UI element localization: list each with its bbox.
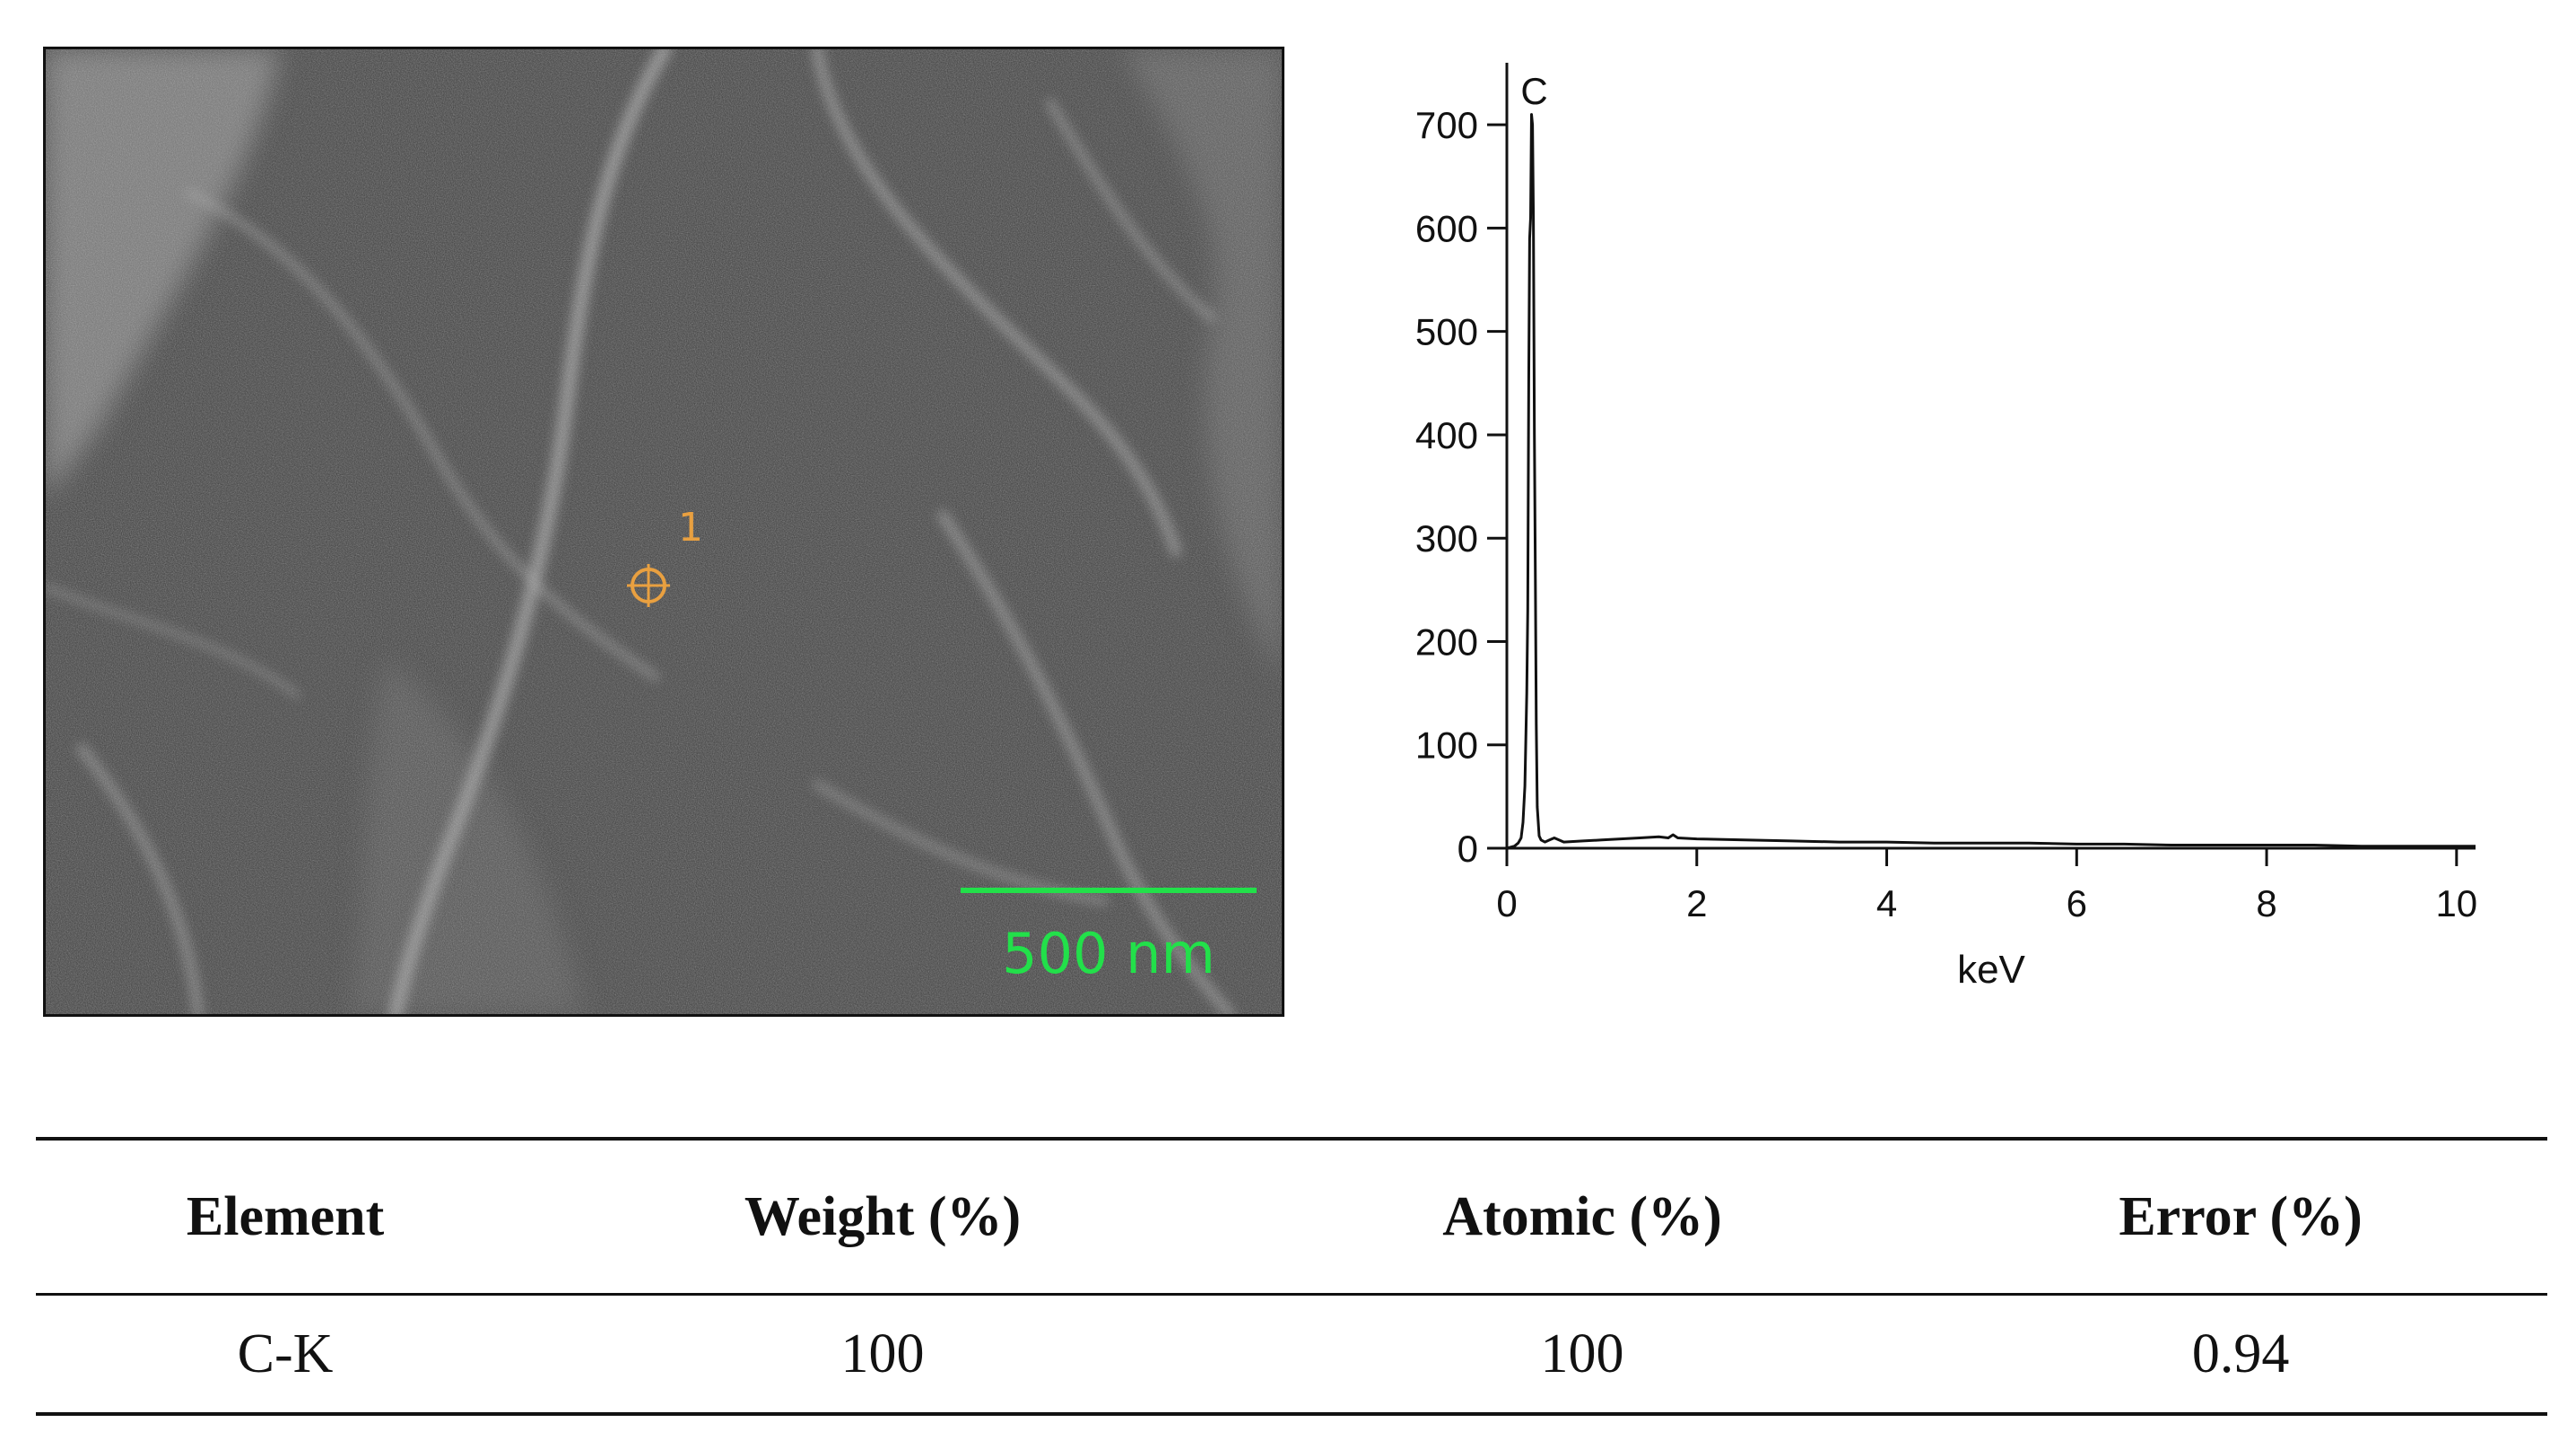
- analysis-point-marker: [627, 564, 670, 607]
- cell-element: C-K: [36, 1294, 535, 1416]
- column-header-element: Element: [36, 1137, 535, 1296]
- x-tick-label: 10: [2435, 882, 2477, 924]
- chart-svg: 0 100 200 300 400 500 600 700 0 2 4 6 8 10 C keV: [1415, 63, 2477, 992]
- column-header-weight: Weight (%): [535, 1137, 1231, 1296]
- y-tick-label: 0: [1458, 828, 1478, 870]
- y-tick-label: 400: [1415, 414, 1478, 456]
- y-tick-label: 600: [1415, 207, 1478, 249]
- peak-label-c: C: [1520, 70, 1547, 112]
- x-tick-label: 6: [2067, 882, 2087, 924]
- composition-table: Element Weight (%) Atomic (%) Error (%) …: [36, 1137, 2547, 1416]
- y-tick-label: 100: [1415, 724, 1478, 767]
- cell-weight: 100: [535, 1294, 1231, 1416]
- y-axis: 0 100 200 300 400 500 600 700: [1415, 63, 1509, 870]
- column-header-atomic: Atomic (%): [1230, 1137, 1935, 1296]
- sem-noise: [46, 49, 1282, 1014]
- table-header-row: Element Weight (%) Atomic (%) Error (%): [36, 1137, 2547, 1296]
- spectrum-series: [1506, 113, 2476, 850]
- x-tick-label: 8: [2256, 882, 2276, 924]
- y-tick-label: 700: [1415, 104, 1478, 146]
- cell-error: 0.94: [1934, 1294, 2547, 1416]
- composition-table-grid: Element Weight (%) Atomic (%) Error (%) …: [36, 1137, 2547, 1416]
- y-tick-label: 200: [1415, 620, 1478, 663]
- cell-atomic: 100: [1230, 1294, 1935, 1416]
- x-axis: 0 2 4 6 8 10: [1496, 846, 2477, 924]
- analysis-point-label: 1: [678, 505, 703, 551]
- x-tick-label: 4: [1876, 882, 1897, 924]
- table-row: C-K 100 100 0.94: [36, 1294, 2547, 1416]
- x-axis-title: keV: [1957, 948, 2025, 992]
- sem-image-canvas: 1 500 nm: [46, 49, 1282, 1014]
- sem-micrograph: 1 500 nm: [43, 47, 1284, 1017]
- x-tick-label: 0: [1496, 882, 1517, 924]
- x-tick-label: 2: [1686, 882, 1707, 924]
- y-tick-label: 500: [1415, 311, 1478, 353]
- scale-bar-label: 500 nm: [1002, 921, 1215, 986]
- spectrum-line: [1506, 113, 2476, 850]
- column-header-error: Error (%): [1934, 1137, 2547, 1296]
- eds-spectrum-chart: 0 100 200 300 400 500 600 700 0 2 4 6 8 10 C keV: [1345, 36, 2529, 1013]
- peak-annotations: C: [1520, 70, 1547, 112]
- y-tick-label: 300: [1415, 517, 1478, 560]
